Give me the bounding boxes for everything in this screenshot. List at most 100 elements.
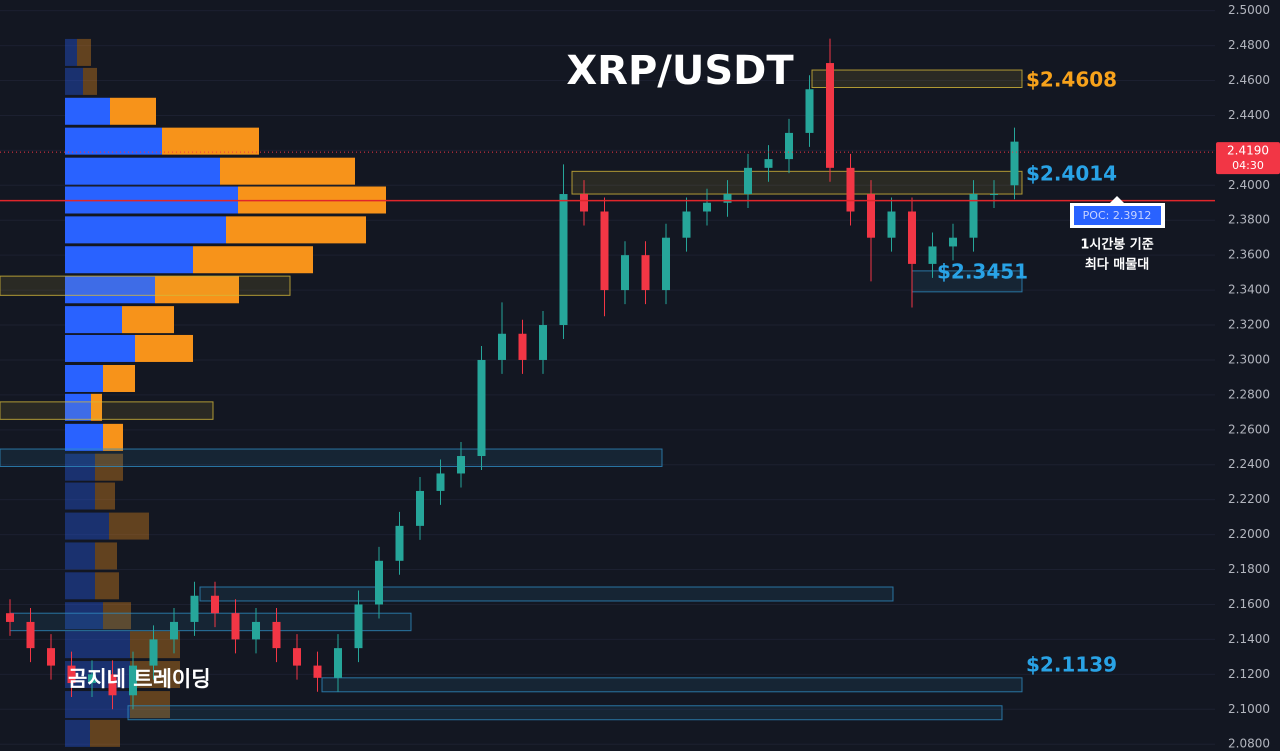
profile-bar [110,97,156,125]
candle-body [539,325,547,360]
profile-bar [65,127,162,155]
candle-body [949,237,957,247]
profile-bar [130,691,170,719]
candle-body [334,648,342,678]
profile-bar [65,572,95,600]
candle-body [6,613,14,622]
candle-body [908,211,916,264]
candle-body [867,194,875,238]
zone [0,275,291,296]
candle-body [149,639,158,666]
profile-bar [226,216,366,244]
price-annotation: $2.3451 [937,260,1028,284]
candle-body [354,604,363,649]
candle-body [313,665,322,678]
candle-body [67,665,76,684]
zone [0,401,214,420]
profile-bar [65,364,103,392]
candle-body [26,621,35,649]
y-tick-label: 2.2800 [1228,387,1270,401]
candle-body [88,674,96,684]
candle-body [129,665,137,696]
y-tick-label: 2.2400 [1228,457,1270,471]
profile-bar [65,631,130,659]
volume-profile [65,38,386,747]
profile-bar [65,423,103,451]
y-tick-label: 2.2200 [1228,492,1270,506]
candle-body [744,167,752,195]
profile-bar [95,542,117,570]
candle-body [293,648,301,666]
candle-body [990,194,998,196]
profile-bar [122,306,174,334]
y-tick-label: 2.3400 [1228,283,1270,297]
profile-bar [65,482,95,510]
y-tick-label: 2.2000 [1228,527,1270,541]
candle-body [457,456,465,474]
y-tick-label: 2.5000 [1228,3,1270,17]
current-price-box [1216,142,1280,175]
profile-bar [65,393,91,421]
y-tick-label: 2.1000 [1228,702,1270,716]
profile-bar [193,246,313,274]
y-tick-label: 2.1800 [1228,562,1270,576]
candle-body [1010,141,1019,186]
watermark: 곰지네 트레이딩 [68,667,211,691]
profile-bar [65,306,122,334]
candle-body [47,648,55,666]
profile-bar [220,157,355,185]
candle-body [211,595,219,614]
profile-bar [91,393,102,421]
zone [571,170,1023,195]
candle-body [170,621,178,640]
profile-bar [65,542,95,570]
profile-bar [77,38,91,66]
candle-body [580,194,588,212]
y-tick-label: 2.1600 [1228,597,1270,611]
profile-bar [65,157,220,185]
profile-bar [90,719,120,747]
profile-bar [135,334,193,362]
candle-body [928,246,937,264]
profile-bar [65,276,155,304]
profile-bar [103,364,135,392]
candle-body [826,63,834,168]
candle-body [703,202,711,212]
profile-bar [65,246,193,274]
profile-bar [65,216,226,244]
candle-body [477,359,486,457]
candle-body [375,560,383,605]
profile-bar [83,67,97,95]
candle-body [436,473,445,491]
countdown: 04:30 [1232,159,1264,172]
candle-body [764,159,773,168]
poc-box [1074,206,1161,225]
candle-body [682,211,691,238]
profile-bar [65,691,130,719]
y-tick-label: 2.0800 [1228,737,1270,751]
profile-bar [65,453,95,481]
candle-body [395,525,404,561]
profile-bar [95,572,119,600]
y-tick-label: 2.3000 [1228,352,1270,366]
y-tick-label: 2.4800 [1228,38,1270,52]
candle-body [272,621,281,649]
profile-bar [155,276,239,304]
profile-bar [65,661,130,689]
poc-note: 최다 매물대 [1085,257,1149,273]
y-tick-label: 2.1200 [1228,667,1270,681]
candle-body [785,132,793,160]
zone [127,705,1003,721]
candle-body [723,194,732,203]
profile-bar [65,97,110,125]
chart-title: XRP/USDT [566,48,794,94]
y-tick-label: 2.3800 [1228,213,1270,227]
y-tick-label: 2.4000 [1228,178,1270,192]
profile-bar [109,512,149,540]
candles [6,38,1019,710]
candle-body [846,167,855,212]
current-price-label: 2.4190 [1227,144,1269,158]
